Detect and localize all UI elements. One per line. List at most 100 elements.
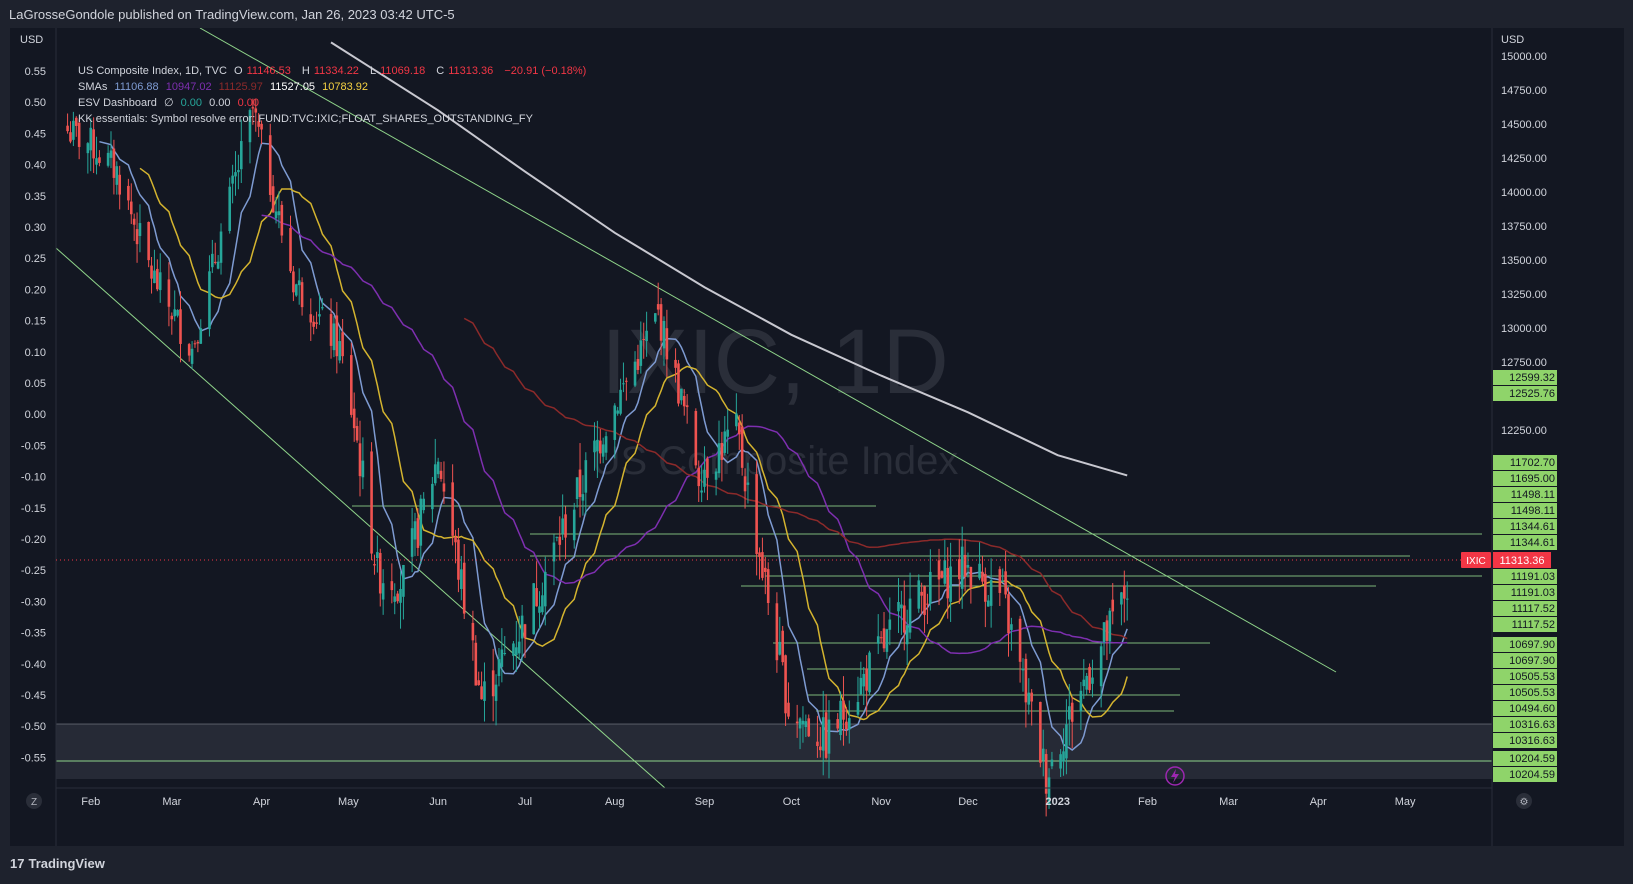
candle-body	[462, 562, 466, 614]
settings-button[interactable]: ⚙	[1516, 793, 1532, 809]
legend-esv[interactable]: ESV Dashboard ∅ 0.00 0.00 0.00	[78, 95, 590, 111]
candle-body	[989, 580, 993, 606]
chart-area[interactable]: IXIC, 1D US Composite Index USD 0.55 0.50…	[10, 27, 1624, 846]
right-tick: 14250.00	[1501, 153, 1547, 165]
candle-body	[248, 110, 252, 143]
level-label-bg	[1493, 733, 1557, 748]
candle-body	[787, 702, 790, 717]
candle-body	[1125, 598, 1129, 600]
candle-body	[558, 536, 562, 545]
candle-body	[515, 647, 518, 656]
upper-trendline	[199, 27, 1337, 673]
candle-body	[926, 603, 929, 605]
candle-body	[876, 636, 880, 644]
level-label-bg	[1493, 370, 1557, 385]
level-label: 10697.90	[1509, 639, 1555, 651]
candle-body	[625, 380, 628, 382]
candle-body	[1111, 599, 1115, 612]
candle-body	[451, 482, 454, 536]
level-label: 11191.03	[1511, 571, 1555, 583]
candle-body	[1091, 677, 1094, 684]
right-tick: 15000.00	[1501, 51, 1547, 63]
candle-body	[778, 641, 782, 655]
esv-label: ESV Dashboard	[78, 97, 157, 109]
candle-body	[474, 642, 478, 686]
candle-body	[393, 596, 397, 602]
right-tick: 13250.00	[1501, 289, 1547, 301]
candle-body	[1024, 658, 1028, 703]
candle-body	[1062, 751, 1065, 762]
level-label: 10204.59	[1509, 769, 1555, 781]
candle-body	[555, 536, 559, 538]
candle-body	[720, 442, 724, 460]
candle-body	[706, 458, 709, 478]
o-label: O	[234, 65, 243, 77]
price-chart[interactable]: IXIC, 1D US Composite Index USD 0.550.50…	[10, 27, 1624, 846]
right-tick: 13500.00	[1501, 255, 1547, 267]
lightning-icon[interactable]	[1165, 766, 1185, 786]
candle-body	[1041, 748, 1045, 761]
candle-body	[798, 718, 802, 729]
left-tick: 0.30	[25, 222, 46, 234]
range-zone	[56, 724, 1492, 779]
candle-body	[598, 440, 602, 454]
candle-body	[969, 566, 973, 588]
candle-body	[552, 542, 556, 562]
candle-body	[819, 746, 822, 751]
level-label: 11695.00	[1510, 473, 1555, 485]
candle-body	[613, 405, 617, 440]
candle-body	[882, 628, 886, 649]
level-label: 11344.61	[1510, 537, 1555, 549]
candle-body	[127, 185, 130, 201]
candle-body	[1070, 702, 1074, 722]
candle-body	[1085, 675, 1088, 690]
candle-body	[1068, 706, 1071, 720]
left-tick: 0.25	[25, 253, 46, 265]
x-tick: Oct	[783, 796, 800, 808]
candle-body	[254, 108, 258, 113]
level-label: 11117.52	[1512, 619, 1555, 631]
candle-body	[920, 591, 923, 596]
auto-scale-button[interactable]: Z	[26, 793, 42, 809]
candle-body	[436, 461, 440, 475]
candle-body	[665, 328, 669, 360]
open-value: 11146.53	[246, 65, 291, 77]
candle-body	[1079, 690, 1083, 712]
level-label-bg	[1493, 455, 1557, 470]
candle-body	[150, 265, 153, 279]
candle-body	[355, 426, 359, 441]
watermark-name: US Composite Index	[592, 439, 959, 483]
left-tick: 0.40	[25, 160, 46, 172]
legend-kk[interactable]: KK essentials: Symbol resolve error: FUN…	[78, 111, 590, 127]
candle-body	[836, 719, 839, 729]
legend-smas[interactable]: SMAs 11106.88 10947.02 11125.97 11527.05…	[78, 79, 590, 95]
candle-body	[176, 309, 179, 316]
time-axis[interactable]: Feb Mar Apr May Jun Jul Aug Sep Oct Nov Dec 2023 Feb…	[56, 787, 1492, 808]
candle-body	[963, 554, 967, 577]
left-tick: -0.30	[21, 596, 46, 608]
candle-body	[158, 272, 162, 291]
candle-body	[723, 431, 727, 453]
x-tick: Feb	[1138, 796, 1157, 808]
candle-body	[642, 339, 646, 341]
candle-body	[827, 719, 831, 754]
candle-body	[680, 388, 683, 401]
candle-body	[271, 186, 275, 213]
level-label: 11117.52	[1512, 603, 1555, 615]
candle-body	[1010, 624, 1013, 630]
candle-body	[216, 261, 220, 269]
x-tick: May	[338, 796, 359, 808]
smas-label: SMAs	[78, 81, 108, 93]
sma-50-line	[261, 214, 1128, 655]
x-tick: Feb	[81, 796, 100, 808]
candle-body	[376, 552, 379, 559]
candle-body	[66, 125, 69, 132]
right-tick: 12250.00	[1501, 425, 1547, 437]
candle-body	[700, 490, 703, 493]
candle-body	[639, 340, 643, 366]
candle-body	[512, 643, 515, 656]
level-label: 10697.90	[1509, 655, 1555, 667]
tradingview-logo[interactable]: 17 TradingView	[10, 856, 105, 871]
